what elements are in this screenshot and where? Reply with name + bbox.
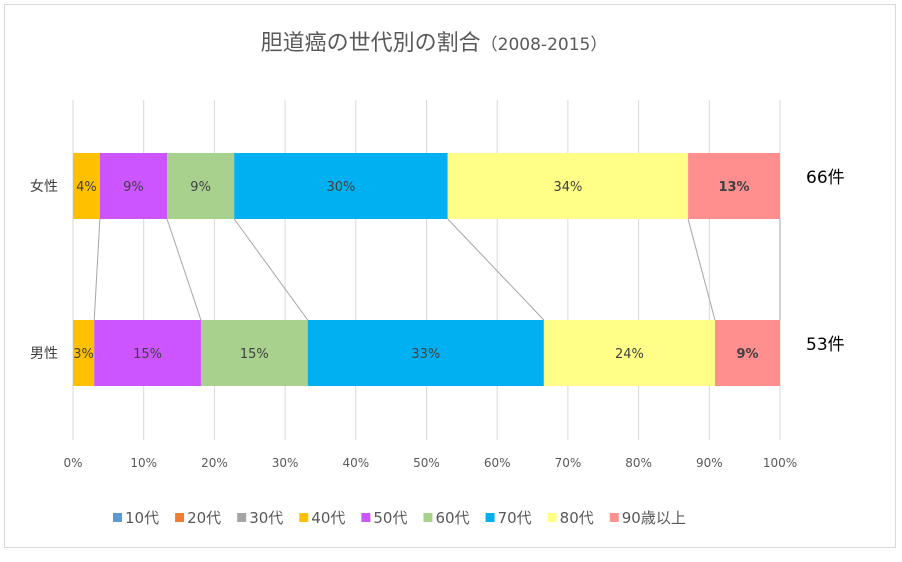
legend-swatch [485,513,495,522]
data-label: 33% [411,347,440,362]
chart-frame [4,4,896,548]
legend-swatch [609,513,619,522]
series-line [447,218,545,321]
gridlines [72,100,781,440]
chart-title: 胆道癌の世代別の割合（2008-2015） [261,31,608,56]
legend-swatch [113,513,122,522]
legend-label: 10代 [125,509,159,527]
category-label: 女性 [30,178,58,195]
x-tick-label: 50% [413,456,440,470]
x-tick-label: 0% [63,456,82,470]
data-labels: 4% 9% 9% 30% 34% 13% 3% 15% 15% 33% 24% 9% [73,180,758,362]
data-label: 34% [553,180,582,195]
bar-segment [73,153,100,219]
bar-segments [73,153,780,386]
legend-item: 40代 [299,509,345,527]
legend-label: 90歳以上 [622,509,686,527]
x-tick-label: 100% [763,456,797,470]
legend-item: 70代 [485,509,532,527]
legend-swatch [237,513,247,522]
chart-title-years: （2008-2015） [481,35,608,55]
x-axis-tick-labels: 0% 10% 20% 30% 40% 50% 60% 70% 80% 90% 100% [63,456,797,470]
x-tick-label: 20% [201,456,228,470]
data-label: 15% [240,347,269,362]
bar-segment [200,320,308,386]
bar-segment [307,320,544,386]
bar-segment [94,320,201,386]
legend-swatch [175,513,185,522]
category-counts: 66件 53件 [806,168,845,355]
series-line [233,218,309,321]
legend-label: 70代 [498,509,532,527]
legend-label: 20代 [187,509,221,527]
legend-label: 80代 [560,509,594,527]
legend-item: 90歳以上 [609,509,686,527]
series-lines [93,218,781,321]
x-tick-label: 70% [555,456,582,470]
series-line [166,218,202,321]
data-label: 30% [326,180,355,195]
x-tick-label: 10% [130,456,157,470]
legend-item: 80代 [547,509,594,527]
bar-segment [714,320,780,386]
x-tick-label: 30% [272,456,299,470]
count-label: 66件 [806,168,845,188]
bar-segment [234,153,448,219]
legend-item: 20代 [175,509,221,527]
bar-segment [447,153,689,219]
legend-item: 10代 [113,509,159,527]
data-label: 9% [736,347,758,362]
x-tick-label: 80% [625,456,652,470]
legend-swatch [423,513,433,522]
legend-item: 60代 [423,509,470,527]
x-tick-label: 90% [696,456,723,470]
chart-title-main: 胆道癌の世代別の割合 [261,31,481,56]
legend-item: 50代 [361,509,407,527]
data-label: 13% [718,180,749,195]
legend-label: 60代 [435,509,469,527]
series-line [93,218,101,321]
bar-segment [73,320,95,386]
category-label: 男性 [30,346,58,362]
data-label: 15% [133,347,162,362]
legend-item: 30代 [237,509,283,527]
legend: 10代 20代 30代 40代 50代 60代 70代 80代 90歳以上 [113,509,686,527]
data-label: 24% [615,347,644,362]
data-label: 9% [190,180,211,195]
legend-swatch [547,513,557,522]
bar-segment [688,153,780,219]
legend-label: 50代 [373,509,407,527]
legend-swatch [299,513,309,522]
data-label: 4% [76,180,97,195]
bar-segment [167,153,235,219]
x-tick-label: 60% [484,456,511,470]
data-label: 9% [123,180,144,195]
count-label: 53件 [806,335,845,355]
bar-segment [99,153,168,219]
x-tick-label: 40% [342,456,369,470]
data-label: 3% [73,347,94,362]
bar-segment [543,320,715,386]
legend-swatch [361,513,371,522]
legend-label: 40代 [311,509,345,527]
legend-label: 30代 [249,509,283,527]
series-line [687,218,716,321]
